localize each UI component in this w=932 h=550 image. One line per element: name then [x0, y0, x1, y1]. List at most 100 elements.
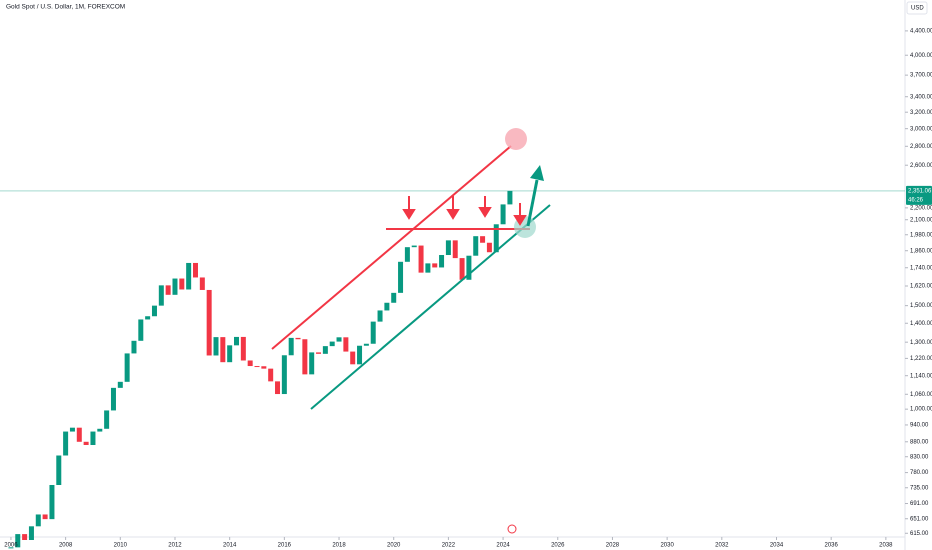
- y-tick-label: 940.00: [910, 423, 929, 429]
- candle: [486, 242, 492, 253]
- resistance-line: [271, 145, 512, 350]
- y-tick-label: 3,000.00: [910, 126, 932, 132]
- y-tick-label: 1,500.00: [910, 303, 932, 309]
- candle: [466, 255, 472, 280]
- candle: [165, 285, 171, 295]
- x-tick-label: 2014: [223, 543, 237, 549]
- candle: [22, 534, 28, 540]
- candle: [227, 345, 233, 363]
- y-tick-label: 2,600.00: [910, 163, 932, 169]
- up-arrow-shaft: [526, 179, 539, 227]
- candle: [97, 428, 103, 432]
- countdown: 46:26: [908, 197, 924, 203]
- candle: [377, 310, 383, 322]
- candle: [63, 431, 69, 456]
- candle: [452, 240, 458, 259]
- support-line: [310, 204, 551, 410]
- candle: [268, 368, 274, 382]
- candle: [391, 292, 397, 303]
- candle: [309, 352, 315, 375]
- y-tick-label: 2,800.00: [910, 144, 932, 150]
- candle: [254, 366, 260, 368]
- candle: [138, 319, 144, 341]
- candle: [83, 441, 89, 446]
- candle: [316, 352, 322, 354]
- x-tick-label: 2026: [551, 543, 565, 549]
- candle: [234, 336, 240, 346]
- candle: [110, 387, 116, 411]
- x-tick-label: 2024: [496, 543, 510, 549]
- candle: [8, 547, 14, 549]
- y-tick-label: 651.00: [910, 516, 929, 522]
- candle: [302, 339, 308, 375]
- x-tick-label: 2030: [660, 543, 674, 549]
- x-tick-label: 2036: [824, 543, 838, 549]
- candle: [192, 262, 198, 278]
- candle: [76, 427, 82, 442]
- x-tick-label: 2016: [278, 543, 292, 549]
- x-tick-label: 2008: [59, 543, 73, 549]
- candle: [336, 337, 342, 342]
- candle: [179, 278, 185, 290]
- candle: [295, 337, 301, 340]
- candle: [432, 263, 438, 268]
- candle: [329, 341, 335, 347]
- candle: [199, 277, 205, 290]
- candle: [500, 204, 506, 225]
- target-circle: [505, 128, 527, 150]
- y-tick-label: 1,860.00: [910, 248, 932, 254]
- candle: [240, 336, 246, 361]
- plot: [8, 190, 513, 549]
- candle: [35, 514, 41, 527]
- candle: [158, 285, 164, 306]
- y-tick-label: 1,740.00: [910, 265, 932, 271]
- y-tick-label: 1,220.00: [910, 356, 932, 362]
- y-tick-label: 1,400.00: [910, 321, 932, 327]
- candle: [493, 224, 499, 253]
- candle: [343, 337, 349, 352]
- currency-box[interactable]: [906, 1, 928, 15]
- x-tick-label: 2034: [770, 543, 784, 549]
- candle: [322, 346, 328, 354]
- up-arrow-head: [530, 165, 544, 181]
- candle: [49, 484, 55, 520]
- x-tick-label: 2006: [4, 543, 18, 549]
- candle: [480, 236, 486, 243]
- chart-title: Gold Spot / U.S. Dollar, 1M, FOREXCOM: [6, 4, 125, 11]
- x-tick-label: 2010: [114, 543, 128, 549]
- candle: [370, 321, 376, 344]
- x-tick-label: 2012: [168, 543, 182, 549]
- y-tick-label: 1,140.00: [910, 373, 932, 379]
- last-price-label: 2,351.06: [908, 188, 932, 194]
- y-tick-label: 880.00: [910, 439, 929, 445]
- candle: [411, 245, 417, 248]
- down-arrow-head: [513, 215, 527, 226]
- event-icon[interactable]: [507, 524, 517, 534]
- candle: [398, 261, 404, 293]
- y-tick-label: 2,100.00: [910, 217, 932, 223]
- candle: [418, 245, 424, 273]
- y-tick-label: 780.00: [910, 470, 929, 476]
- currency[interactable]: USD: [911, 6, 924, 12]
- x-tick-label: 2020: [387, 543, 401, 549]
- candle: [15, 534, 21, 548]
- candle: [213, 337, 219, 356]
- candle: [172, 278, 178, 295]
- candle: [90, 431, 96, 446]
- y-tick-label: 735.00: [910, 485, 929, 491]
- candle: [473, 236, 479, 256]
- candle: [357, 345, 363, 365]
- y-tick-label: 1,060.00: [910, 392, 932, 398]
- candle: [220, 337, 226, 363]
- x-tick-label: 2032: [715, 543, 729, 549]
- candle: [42, 514, 48, 520]
- candle: [439, 255, 445, 268]
- candle: [459, 258, 465, 280]
- candle: [145, 316, 151, 320]
- candle: [404, 247, 410, 262]
- candle: [104, 410, 110, 429]
- x-tick-label: 2018: [332, 543, 346, 549]
- x-tick-label: 2038: [879, 543, 893, 549]
- y-tick-label: 3,200.00: [910, 110, 932, 116]
